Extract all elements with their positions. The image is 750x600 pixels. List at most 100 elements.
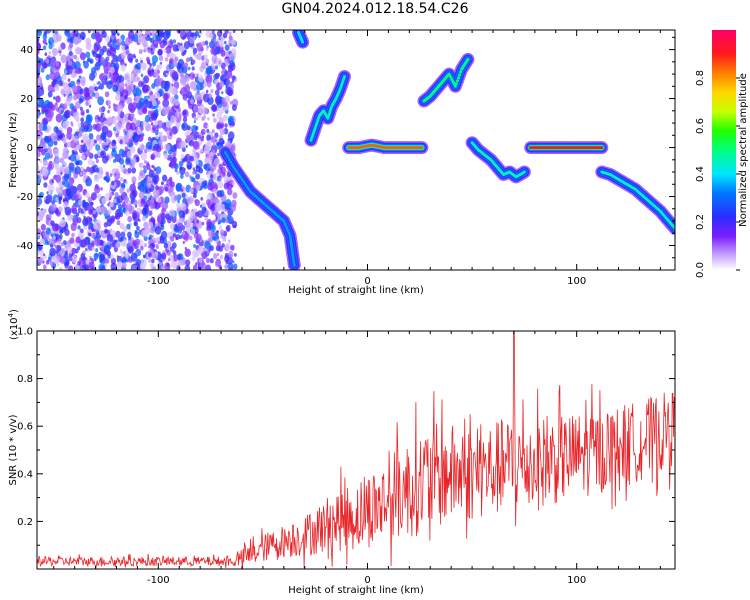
noise-speckle [100,187,103,191]
noise-speckle [197,74,204,83]
noise-speckle [120,40,126,46]
noise-speckle [187,196,194,205]
y-axis-label: Frequency (Hz) [8,112,19,188]
noise-speckle [158,63,163,70]
trace-cell [535,146,539,150]
noise-speckle [169,215,174,221]
noise-speckle [43,182,48,188]
noise-speckle [166,53,170,58]
trace-cell [223,150,227,154]
noise-speckle [233,224,236,229]
noise-speckle [98,263,104,270]
noise-speckle [76,189,81,196]
noise-speckle [165,72,169,76]
trace-cell [543,146,547,150]
noise-speckle [119,91,124,97]
noise-speckle [169,192,173,198]
trace-cell [556,146,560,150]
noise-speckle [112,139,116,145]
noise-speckle [103,117,107,122]
noise-speckle [80,228,84,234]
noise-speckle [195,165,201,173]
noise-speckle [212,117,217,123]
noise-speckle [69,42,74,49]
noise-speckle [142,107,148,115]
noise-speckle [107,41,112,48]
noise-speckle [37,211,40,217]
noise-speckle [138,191,145,200]
noise-speckle [184,232,190,241]
noise-speckle [130,146,136,154]
spectral-trace [292,30,310,49]
noise-speckle [209,151,214,157]
trace-cell [292,261,296,265]
noise-speckle [169,235,175,242]
noise-speckle [33,134,35,137]
noise-speckle [196,43,203,52]
noise-speckle [150,122,154,126]
noise-speckle [186,91,193,99]
noise-speckle [124,94,128,100]
noise-speckle [95,167,100,173]
x-axis-label: Height of straight line (km) [288,585,424,596]
axis-ticks [37,30,675,271]
noise-speckle [149,63,153,67]
noise-speckle [133,55,137,59]
noise-speckle [109,191,113,196]
noise-speckle [174,194,179,200]
noise-speckle [111,57,116,63]
noise-speckle [78,98,83,104]
colorbar-tick-label: 0.0 [695,262,706,278]
noise-speckle [155,78,162,87]
noise-speckle [58,196,62,202]
noise-speckle [199,204,203,208]
noise-speckle [200,197,204,201]
noise-speckle [87,158,93,166]
noise-speckle [142,229,149,238]
noise-speckle [186,161,193,170]
spectral-trace [218,145,301,270]
noise-speckle [106,116,113,124]
noise-speckle [204,141,212,151]
noise-speckle [112,84,118,92]
noise-speckle [178,160,184,167]
trace-cell [397,146,401,150]
noise-speckle [121,256,127,264]
noise-speckle [188,73,191,77]
noise-speckle [190,228,196,236]
noise-speckle [88,85,95,95]
trace-cell [575,146,579,150]
noise-speckle [58,266,63,270]
noise-speckle [37,245,42,251]
noise-speckle [76,212,80,217]
noise-speckle [74,166,81,175]
noise-speckle [90,67,97,74]
noise-speckle [214,202,222,212]
trace-cell [581,146,585,150]
noise-speckle [194,91,202,101]
noise-speckle [62,146,69,155]
noise-speckle [122,135,129,144]
noise-speckle [206,134,212,142]
noise-speckle [147,252,152,258]
noise-speckle [103,222,108,228]
noise-speckle [130,75,136,83]
noise-speckle [134,64,138,69]
noise-speckle [189,72,195,80]
noise-speckle [104,258,109,264]
noise-speckle [155,166,162,175]
noise-speckle [143,168,147,174]
noise-speckle [223,77,230,87]
noise-speckle [117,81,125,90]
noise-speckle [76,68,81,75]
noise-speckle [157,222,161,227]
noise-speckle [43,208,47,213]
noise-speckle [157,75,161,80]
noise-speckle [204,40,209,46]
noise-speckle [85,101,89,106]
noise-speckle [131,167,136,174]
noise-speckle [86,109,90,114]
noise-speckle [217,73,220,77]
noise-speckle [109,228,113,233]
spectral-trace [342,138,429,155]
